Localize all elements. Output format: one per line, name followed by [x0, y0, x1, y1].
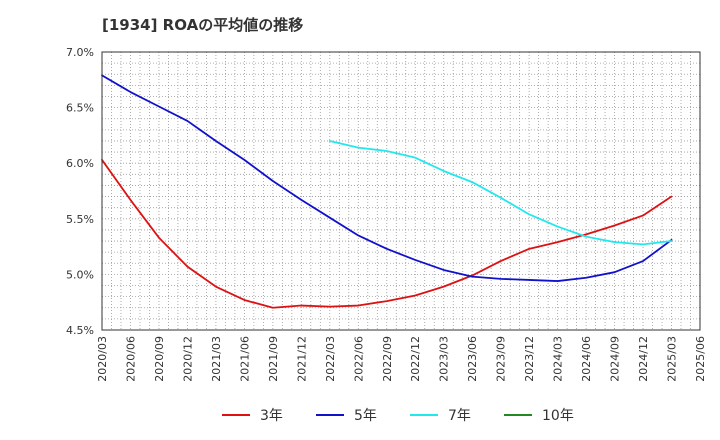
- legend: 3年 5年 7年 10年: [0, 402, 720, 428]
- x-tick-label: 2020/09: [153, 336, 166, 382]
- legend-item: 5年: [316, 402, 377, 428]
- legend-label: 10年: [542, 408, 574, 424]
- x-tick-label: 2020/12: [181, 336, 194, 382]
- x-tick-label: 2023/06: [466, 336, 479, 382]
- plot-border: [101, 51, 701, 331]
- y-tick-label: 4.5%: [66, 324, 94, 337]
- legend-item: 7年: [410, 402, 471, 428]
- x-tick-label: 2023/12: [523, 336, 536, 382]
- y-tick-label: 7.0%: [66, 46, 94, 59]
- x-tick-label: 2025/03: [666, 336, 679, 382]
- x-tick-label: 2024/09: [609, 336, 622, 382]
- legend-item: 10年: [504, 402, 574, 428]
- legend-swatch: [504, 414, 532, 416]
- x-tick-label: 2024/12: [637, 336, 650, 382]
- x-tick-label: 2021/03: [210, 336, 223, 382]
- x-tick-label: 2022/03: [324, 336, 337, 382]
- series-line-0: [101, 158, 673, 309]
- chart-title: [1934] ROAの平均値の推移: [102, 16, 304, 34]
- x-tick-label: 2020/03: [96, 336, 109, 382]
- x-tick-label: 2023/09: [495, 336, 508, 382]
- legend-item: 3年: [222, 402, 283, 428]
- legend-label: 7年: [448, 408, 471, 424]
- x-tick-label: 2024/03: [552, 336, 565, 382]
- x-tick-label: 2024/06: [580, 336, 593, 382]
- x-tick-label: 2022/12: [409, 336, 422, 382]
- x-tick-label: 2022/09: [381, 336, 394, 382]
- legend-swatch: [316, 414, 344, 416]
- y-tick-label: 6.0%: [66, 157, 94, 170]
- series-line-2: [328, 140, 673, 246]
- legend-label: 3年: [260, 408, 283, 424]
- y-tick-label: 5.5%: [66, 213, 94, 226]
- legend-swatch: [410, 414, 438, 416]
- x-tick-label: 2023/03: [438, 336, 451, 382]
- series-layer: [101, 74, 673, 309]
- y-tick-label: 6.5%: [66, 102, 94, 115]
- x-tick-label: 2022/06: [352, 336, 365, 382]
- x-tick-label: 2025/06: [694, 336, 707, 382]
- x-tick-label: 2020/06: [124, 336, 137, 382]
- x-tick-label: 2021/06: [238, 336, 251, 382]
- series-line-1: [101, 74, 673, 282]
- x-tick-label: 2021/09: [267, 336, 280, 382]
- legend-swatch: [222, 414, 250, 416]
- y-tick-label: 5.0%: [66, 268, 94, 281]
- y-axis: 7.0% 6.5% 6.0% 5.5% 5.0% 4.5%: [66, 46, 94, 337]
- plot-frame: [101, 51, 701, 331]
- grid-layer: [101, 51, 701, 331]
- x-axis: 2020/03 2020/06 2020/09 2020/12 2021/03 2021/…: [96, 336, 707, 382]
- x-tick-label: 2021/12: [295, 336, 308, 382]
- legend-label: 5年: [354, 408, 377, 424]
